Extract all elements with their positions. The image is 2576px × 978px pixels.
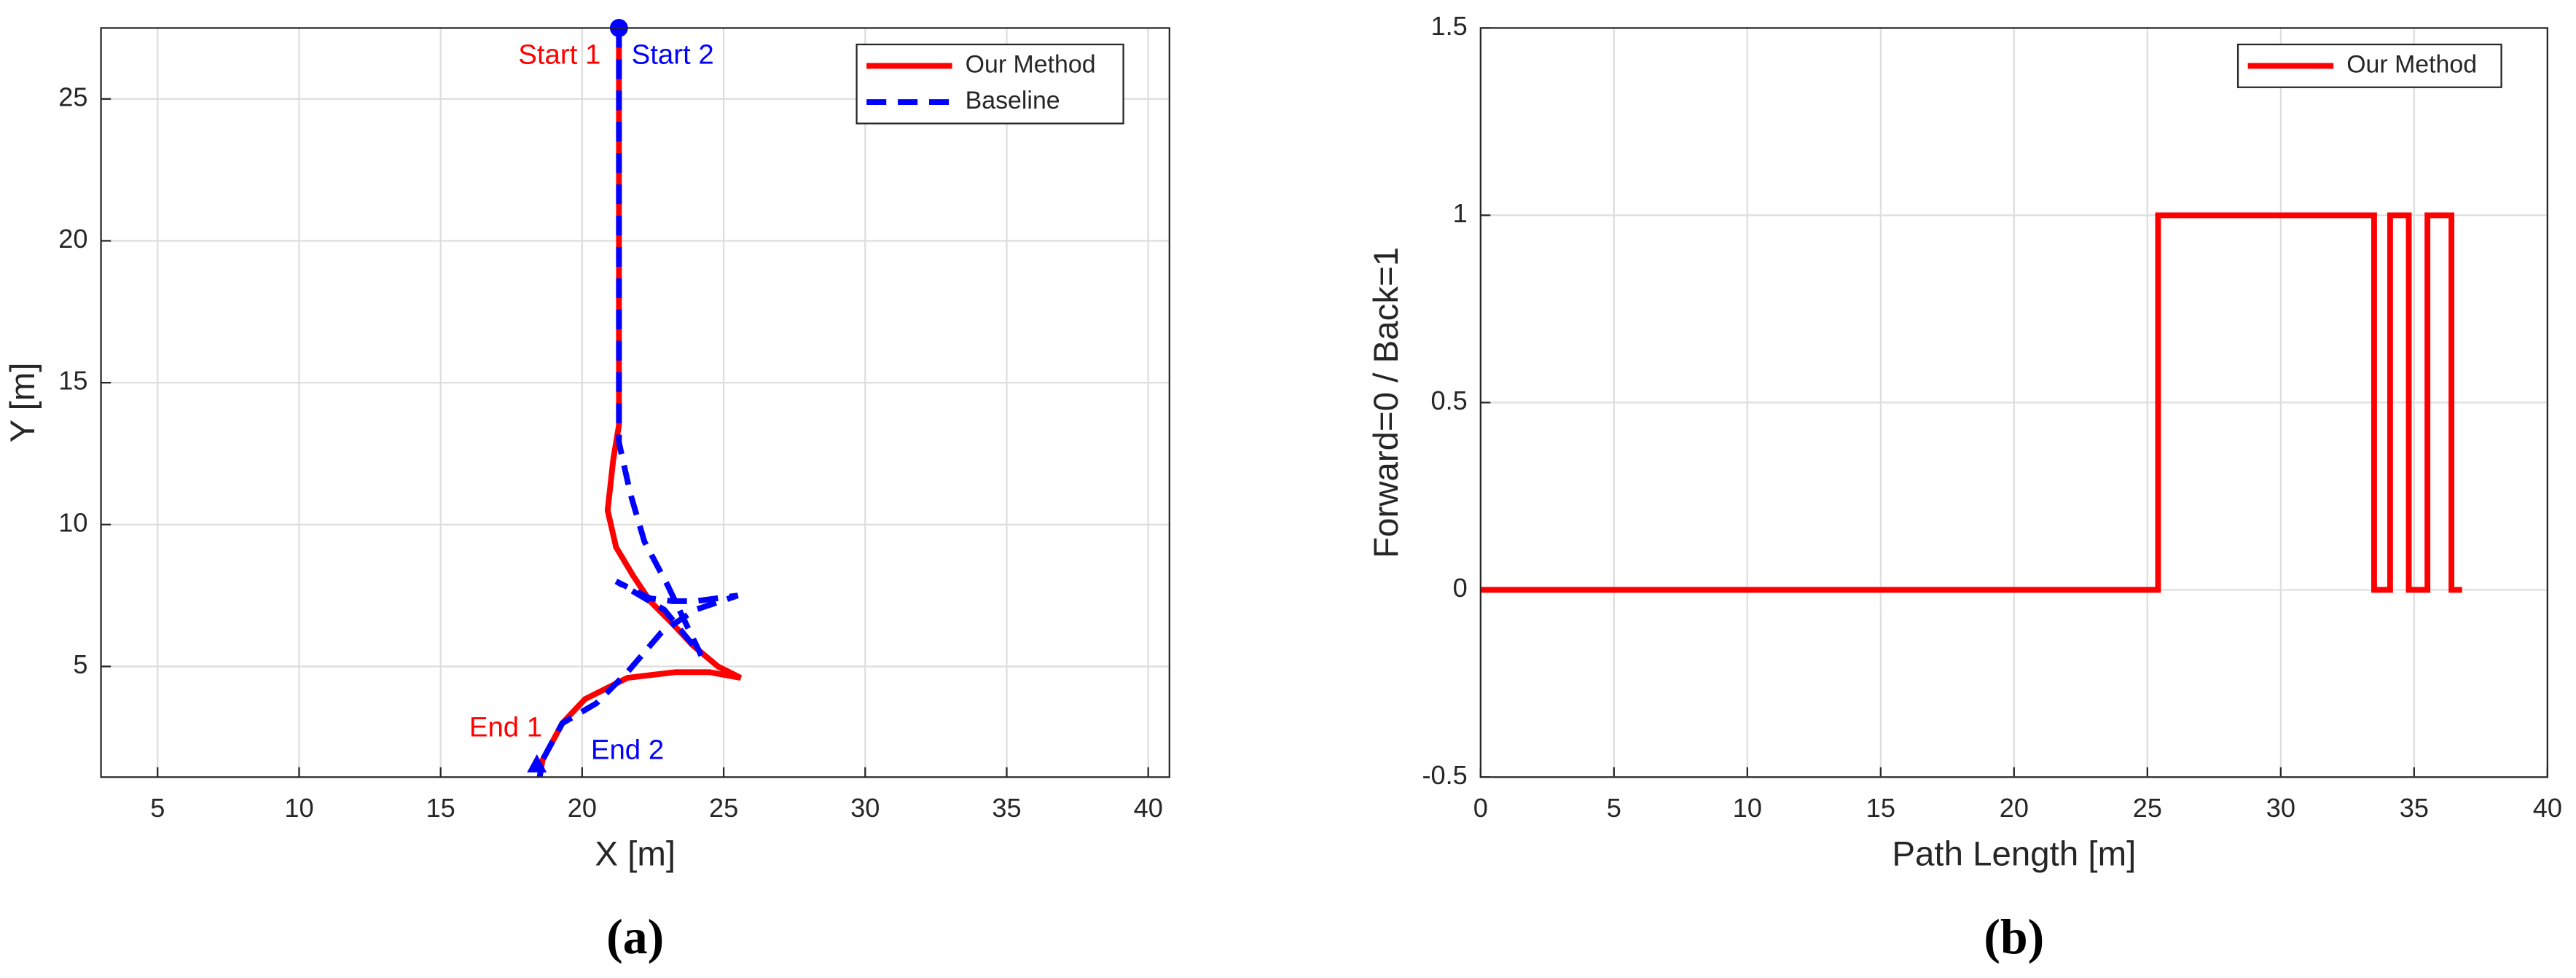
axes-box: [1479, 27, 2548, 778]
x-tick-label: 5: [1607, 793, 1621, 823]
y-tick-label: 5: [73, 649, 87, 679]
y-tick-label: 25: [58, 82, 87, 112]
x-tick-label: 40: [1134, 793, 1163, 823]
legend-box: [856, 43, 1124, 125]
panel: 5 10 15 20 25 30 35 40 5 10 15 20 25 Start 1 Start 2 En…: [4, 18, 1170, 964]
annotation: Start 1: [518, 39, 600, 70]
x-axis-label: Path Length [m]: [1892, 834, 2136, 873]
x-tick-label: 30: [850, 793, 880, 823]
x-tick-label: 5: [150, 793, 165, 823]
x-tick-label: 0: [1473, 793, 1488, 823]
legend-label: Baseline: [966, 87, 1060, 114]
x-tick-label: 20: [568, 793, 597, 823]
y-tick-label: -0.5: [1422, 760, 1468, 790]
marker: [527, 754, 547, 772]
x-tick-label: 35: [2400, 793, 2429, 823]
annotation: End 2: [591, 734, 664, 765]
x-tick-label: 15: [1866, 793, 1895, 823]
axes-box: [100, 27, 1170, 778]
series-line: [536, 28, 743, 778]
caption: (b): [1984, 909, 2044, 964]
x-tick-label: 25: [2133, 793, 2162, 823]
x-tick-label: 40: [2533, 793, 2562, 823]
series-line: [536, 28, 739, 778]
y-axis-label: Y [m]: [4, 362, 42, 442]
y-tick-label: 0.5: [1431, 386, 1468, 415]
x-tick-label: 10: [284, 793, 313, 823]
x-tick-label: 25: [709, 793, 738, 823]
y-tick-label: 0: [1453, 573, 1468, 603]
x-tick-label: 35: [992, 793, 1021, 823]
y-tick-label: 10: [58, 507, 87, 537]
caption: (a): [606, 909, 664, 964]
legend-label: Our Method: [2346, 50, 2477, 78]
legend-label: Our Method: [966, 50, 1096, 78]
x-tick-label: 10: [1733, 793, 1762, 823]
annotation: Start 2: [632, 39, 714, 70]
x-axis-label: X [m]: [595, 834, 676, 873]
annotation: End 1: [469, 711, 542, 743]
y-tick-label: 20: [58, 224, 87, 254]
y-tick-label: 1: [1453, 198, 1468, 228]
y-tick-label: 15: [58, 366, 87, 396]
series-line: [1480, 212, 2462, 593]
x-tick-label: 30: [2266, 793, 2295, 823]
y-tick-label: 1.5: [1431, 11, 1468, 41]
x-tick-label: 20: [2000, 793, 2029, 823]
x-tick-label: 15: [426, 793, 455, 823]
plot-area: [101, 28, 1170, 778]
y-axis-label: Forward=0 / Back=1: [1367, 247, 1406, 558]
